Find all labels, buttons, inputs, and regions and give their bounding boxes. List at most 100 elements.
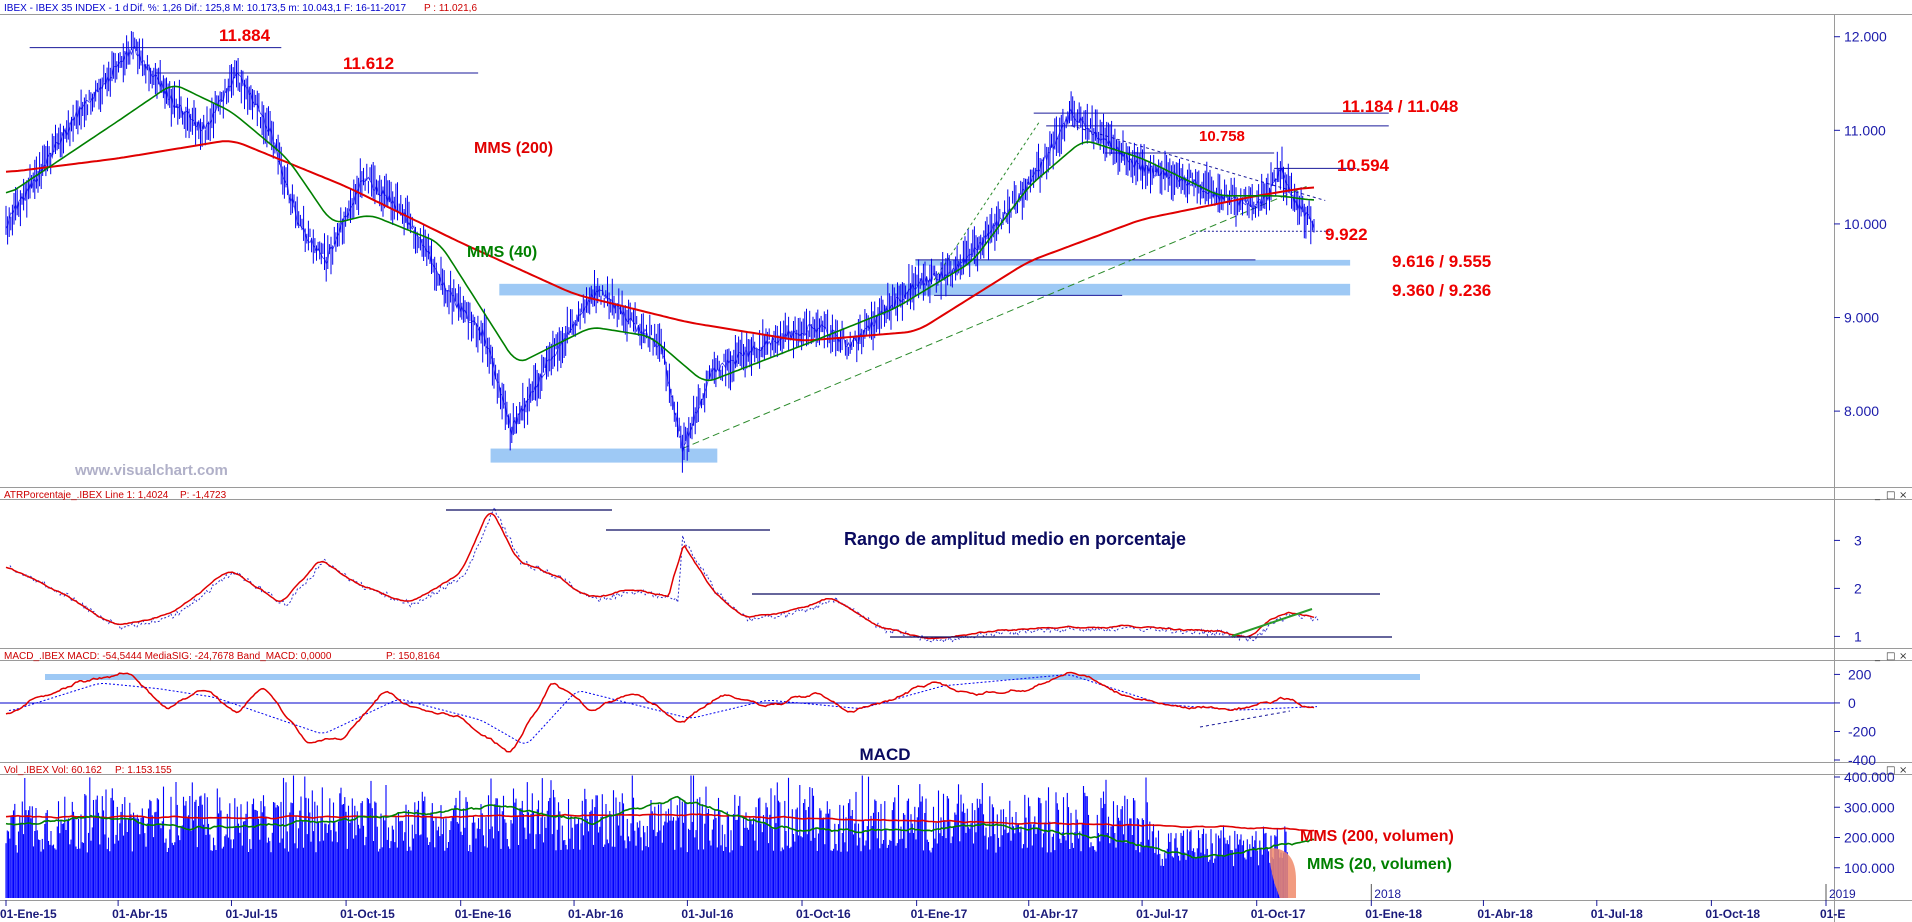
maximize-icon[interactable]: □: [1886, 765, 1895, 776]
vol-mms20-line: [5, 795, 1315, 859]
trend-line-short: [933, 120, 1041, 281]
volume-highlight: [1269, 848, 1296, 898]
label-9616-9555: 9.616 / 9.555: [1392, 252, 1491, 271]
vol-panel-header-price: P: 1.153.155: [115, 765, 172, 776]
x-tick-label: 01-Abr-16: [568, 907, 624, 921]
price-y-label: 8.000: [1844, 403, 1879, 419]
macd-y-label: 0: [1848, 695, 1856, 711]
axes: 8.000 9.000 10.000 11.000 12.000 1 2 3 -400 -200 0…: [0, 29, 1895, 921]
x-tick-label: 01-Ene-16: [455, 907, 512, 921]
label-11884: 11.884: [219, 26, 271, 45]
window-controls: _ □ × _ □ × _ □ ×: [1874, 490, 1907, 776]
mms200-line: [5, 140, 1315, 342]
x-tick-label: 01-Abr-18: [1477, 907, 1533, 921]
label-mms200: MMS (200): [474, 140, 553, 157]
vol-y-label: 400.000: [1844, 769, 1895, 785]
maximize-icon[interactable]: □: [1886, 490, 1895, 501]
panel-headers: IBEX - IBEX 35 INDEX - 1 d Dif. %: 1,26 …: [4, 3, 477, 776]
macd-y-label: 200: [1848, 666, 1872, 682]
year-label: 2018: [1374, 887, 1401, 901]
price-y-label: 12.000: [1844, 29, 1887, 45]
atr-dotted-line: [9, 506, 1319, 644]
macd-panel: [0, 671, 1834, 753]
vol-mms200-line: [5, 813, 1315, 832]
close-icon[interactable]: ×: [1899, 490, 1907, 501]
macd-y-label: -200: [1848, 723, 1876, 739]
price-panel-header: IBEX - IBEX 35 INDEX - 1 d: [4, 3, 129, 14]
band-7600-low: [490, 448, 718, 463]
label-10758: 10.758: [1199, 128, 1245, 145]
price-panel-header-price: P : 11.021,6: [424, 3, 477, 14]
macd-window-controls[interactable]: _ □ ×: [1874, 651, 1907, 662]
label-mms40: MMS (40): [467, 244, 537, 261]
x-tick-label: 01-E: [1820, 907, 1845, 921]
trend-lines: [29, 47, 1389, 450]
x-tick-label: 01-Abr-17: [1023, 907, 1079, 921]
macd-y-label: -400: [1848, 752, 1876, 768]
atr-y-label: 3: [1854, 532, 1862, 548]
label-9360-9236: 9.360 / 9.236: [1392, 281, 1491, 300]
x-tick-label: 01-Ene-15: [0, 907, 57, 921]
vol-y-label: 100.000: [1844, 860, 1895, 876]
vol-window-controls[interactable]: _ □ ×: [1874, 765, 1907, 776]
x-tick-label: 01-Ene-18: [1365, 907, 1422, 921]
minimize-icon[interactable]: _: [1874, 490, 1881, 501]
macd-line: [5, 671, 1315, 753]
x-tick-label: 01-Abr-15: [112, 907, 168, 921]
price-panel: [5, 31, 1315, 473]
mms40-line: [5, 85, 1315, 382]
atr-panel-header: ATRPorcentaje_.IBEX Line 1: 1,4024: [4, 490, 169, 501]
x-tick-label: 01-Jul-15: [225, 907, 277, 921]
x-tick-label: 01-Oct-16: [796, 907, 851, 921]
price-panel-header-stats: Dif. %: 1,26 Dif.: 125,8 M: 10.173,5 m: …: [130, 3, 407, 14]
volume-panel: [5, 775, 1315, 898]
support-resistance-bands: [45, 259, 1420, 680]
atr-window-controls[interactable]: _ □ ×: [1874, 490, 1907, 501]
vol-y-label: 200.000: [1844, 830, 1895, 846]
close-icon[interactable]: ×: [1899, 651, 1907, 662]
price-y-label: 11.000: [1844, 122, 1886, 138]
label-11612: 11.612: [343, 54, 394, 73]
minimize-icon[interactable]: _: [1874, 765, 1881, 776]
close-icon[interactable]: ×: [1899, 765, 1907, 776]
label-10594: 10.594: [1337, 156, 1390, 175]
x-tick-label: 01-Oct-17: [1251, 907, 1306, 921]
trend-line-long: [682, 186, 1307, 450]
x-tick-label: 01-Oct-15: [340, 907, 395, 921]
vol-y-label: 300.000: [1844, 799, 1895, 815]
watermark: www.visualchart.com: [74, 462, 228, 479]
x-tick-label: 01-Oct-18: [1705, 907, 1760, 921]
minimize-icon[interactable]: _: [1874, 651, 1881, 662]
price-y-label: 10.000: [1844, 216, 1887, 232]
atr-line: [5, 512, 1315, 640]
maximize-icon[interactable]: □: [1886, 651, 1895, 662]
annotations: 11.884 11.612 MMS (200) MMS (40) 10.758 11.18…: [219, 26, 1491, 873]
label-9922: 9.922: [1325, 225, 1368, 244]
x-tick-label: 01-Jul-16: [681, 907, 733, 921]
atr-panel-header-price: P: -1,4723: [180, 490, 227, 501]
year-label: 2019: [1829, 887, 1856, 901]
atr-y-label: 2: [1854, 580, 1862, 596]
label-vol-mms20: MMS (20, volumen): [1307, 856, 1452, 873]
atr-y-label: 1: [1854, 628, 1862, 644]
macd-panel-header: MACD_.IBEX MACD: -54,5444 MediaSIG: -24,…: [4, 651, 332, 662]
band-9616-9555: [915, 259, 1351, 266]
macd-panel-header-price: P: 150,8164: [386, 651, 440, 662]
macd-trend-line: [1199, 710, 1291, 728]
x-tick-label: 01-Jul-18: [1591, 907, 1643, 921]
atr-panel: [5, 506, 1392, 644]
x-tick-label: 01-Ene-17: [911, 907, 968, 921]
volume-bars: [5, 775, 1288, 898]
price-y-label: 9.000: [1844, 310, 1879, 326]
x-tick-label: 01-Jul-17: [1136, 907, 1188, 921]
atr-trend-line: [1231, 608, 1313, 637]
panel-frames: [0, 14, 1912, 922]
macd-signal-line: [8, 674, 1318, 744]
label-11184-11048: 11.184 / 11.048: [1342, 97, 1458, 116]
vol-panel-header: Vol_.IBEX Vol: 60.162: [4, 765, 102, 776]
atr-title: Rango de amplitud medio en porcentaje: [844, 529, 1186, 549]
band-macd: [45, 674, 1420, 680]
macd-title: MACD: [860, 745, 911, 764]
label-vol-mms200: MMS (200, volumen): [1300, 828, 1454, 845]
